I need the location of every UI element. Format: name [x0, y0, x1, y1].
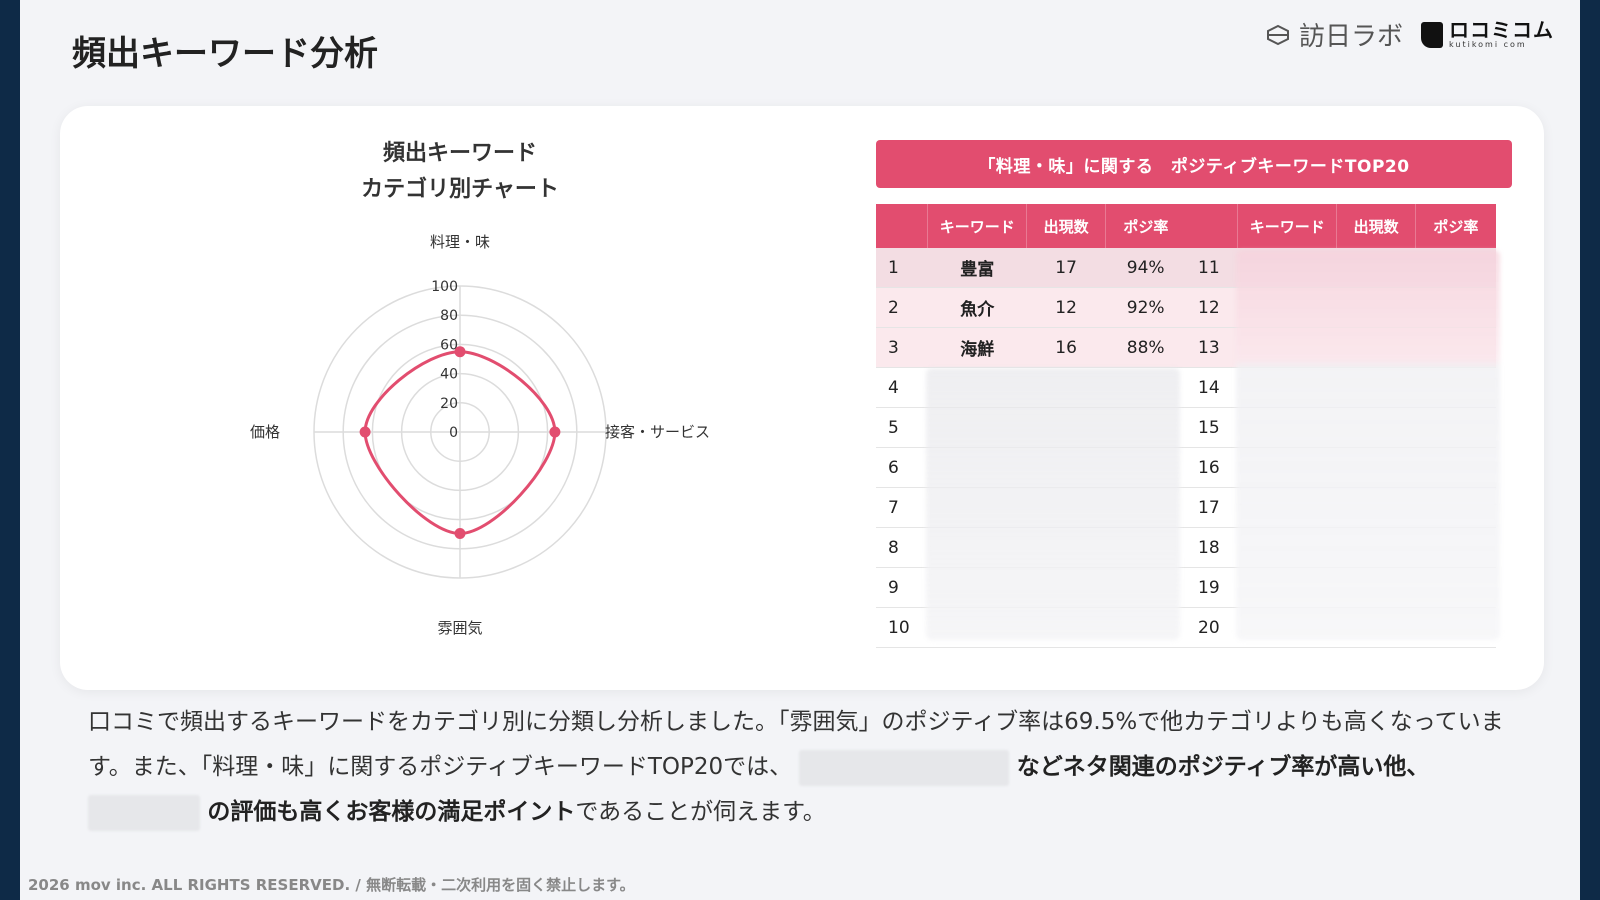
- description-text-2: であることが伺えます。: [575, 799, 826, 825]
- redacted-area-left: [926, 368, 1180, 640]
- rank-cell: 1: [876, 248, 928, 288]
- logos: 訪日ラボ ロコミコム kutikomi com: [1265, 16, 1554, 53]
- rank-cell: 3: [876, 327, 928, 368]
- keyword-cell: 魚介: [927, 287, 1027, 328]
- rank-cell: 2: [876, 287, 928, 328]
- rank-cell: 19: [1186, 567, 1238, 608]
- header-keyword: キーワード: [1237, 204, 1338, 248]
- table-banner: 「料理・味」に関する ポジティブキーワードTOP20: [876, 140, 1512, 188]
- page-title: 頻出キーワード分析: [72, 34, 378, 74]
- count-cell: 16: [1026, 327, 1106, 368]
- keyword-cell: 豊富: [927, 248, 1027, 288]
- description-bold-2: の評価も高くお客様の満足ポイント: [207, 799, 576, 825]
- header-count: 出現数: [1026, 204, 1106, 248]
- rank-cell: 20: [1186, 607, 1238, 648]
- content-card: 頻出キーワード カテゴリ別チャート 0 20 40 60 80 100 料理・味接客・サービ…: [60, 106, 1544, 690]
- description-text-1: 口コミで頻出するキーワードをカテゴリ別に分類し分析しました。「雰囲気」のポジティ…: [88, 709, 1504, 780]
- rank-cell: 16: [1186, 447, 1238, 488]
- rate-cell: 92%: [1105, 287, 1186, 328]
- header-keyword: キーワード: [927, 204, 1028, 248]
- rank-cell: 5: [876, 407, 928, 448]
- redacted-area-right: [1236, 250, 1500, 640]
- brand1-logo: 訪日ラボ: [1265, 16, 1403, 53]
- brand2-logo: ロコミコム kutikomi com: [1421, 20, 1554, 49]
- count-cell: 17: [1026, 248, 1106, 288]
- data-point: [359, 426, 371, 438]
- rank-cell: 13: [1186, 327, 1238, 368]
- tick-label: 20: [440, 396, 458, 412]
- data-point: [549, 426, 561, 438]
- chart-title: 頻出キーワード カテゴリ別チャート: [310, 136, 610, 208]
- brand1-name: 訪日ラボ: [1298, 22, 1403, 52]
- header-rate: ポジ率: [1105, 204, 1186, 248]
- chart-title-line1: 頻出キーワード: [382, 141, 537, 166]
- redacted-keywords: [799, 749, 1010, 786]
- rank-cell: 12: [1186, 287, 1238, 328]
- rank-cell: 17: [1186, 487, 1238, 528]
- tick-label: 100: [431, 279, 458, 295]
- brand2-icon: [1421, 21, 1443, 48]
- rank-cell: 7: [876, 487, 928, 528]
- description: 口コミで頻出するキーワードをカテゴリ別に分類し分析しました。「雰囲気」のポジティ…: [88, 700, 1508, 835]
- table-row: 1 豊富 17 94%: [876, 248, 1186, 288]
- table-row: 2 魚介 12 92%: [876, 287, 1186, 328]
- data-point: [454, 527, 466, 539]
- rank-cell: 10: [876, 607, 928, 648]
- rank-cell: 18: [1186, 527, 1238, 568]
- table-row: 3 海鮮 16 88%: [876, 327, 1186, 368]
- tick-label: 80: [440, 308, 458, 324]
- tick-label: 60: [440, 337, 458, 353]
- rank-cell: 9: [876, 567, 928, 608]
- header-rank: [876, 204, 929, 248]
- rate-cell: 94%: [1105, 248, 1186, 288]
- brand1-icon: [1266, 24, 1289, 45]
- keyword-cell: 海鮮: [927, 327, 1027, 368]
- rank-cell: 11: [1186, 248, 1238, 288]
- rank-cell: 14: [1186, 367, 1238, 408]
- axis-label: 価格: [250, 423, 280, 441]
- tick-label: 40: [440, 367, 458, 383]
- header-count: 出現数: [1336, 204, 1416, 248]
- header-rank: [1186, 204, 1239, 248]
- rate-cell: 88%: [1105, 327, 1186, 368]
- brand2-name: ロコミコム: [1449, 18, 1554, 42]
- count-cell: 12: [1026, 287, 1106, 328]
- axis-label: 接客・サービス: [605, 423, 710, 441]
- axis-label: 雰囲気: [437, 619, 482, 637]
- brand2-sub: kutikomi com: [1449, 40, 1527, 49]
- axis-label: 料理・味: [430, 233, 490, 251]
- data-point: [454, 346, 466, 358]
- chart-title-line2: カテゴリ別チャート: [361, 177, 559, 202]
- copyright-footer: 2026 mov inc. ALL RIGHTS RESERVED. / 無断転…: [28, 876, 635, 894]
- rank-cell: 4: [876, 367, 928, 408]
- rank-cell: 6: [876, 447, 928, 488]
- description-bold-1: などネタ関連のポジティブ率が高い他、: [1016, 754, 1430, 780]
- slide: 頻出キーワード分析 訪日ラボ ロコミコム kutikomi com 頻出キーワー…: [20, 0, 1580, 900]
- redacted-keyword: [88, 794, 200, 831]
- tick-label: 0: [449, 425, 458, 441]
- header-rate: ポジ率: [1415, 204, 1496, 248]
- rank-cell: 15: [1186, 407, 1238, 448]
- rank-cell: 8: [876, 527, 928, 568]
